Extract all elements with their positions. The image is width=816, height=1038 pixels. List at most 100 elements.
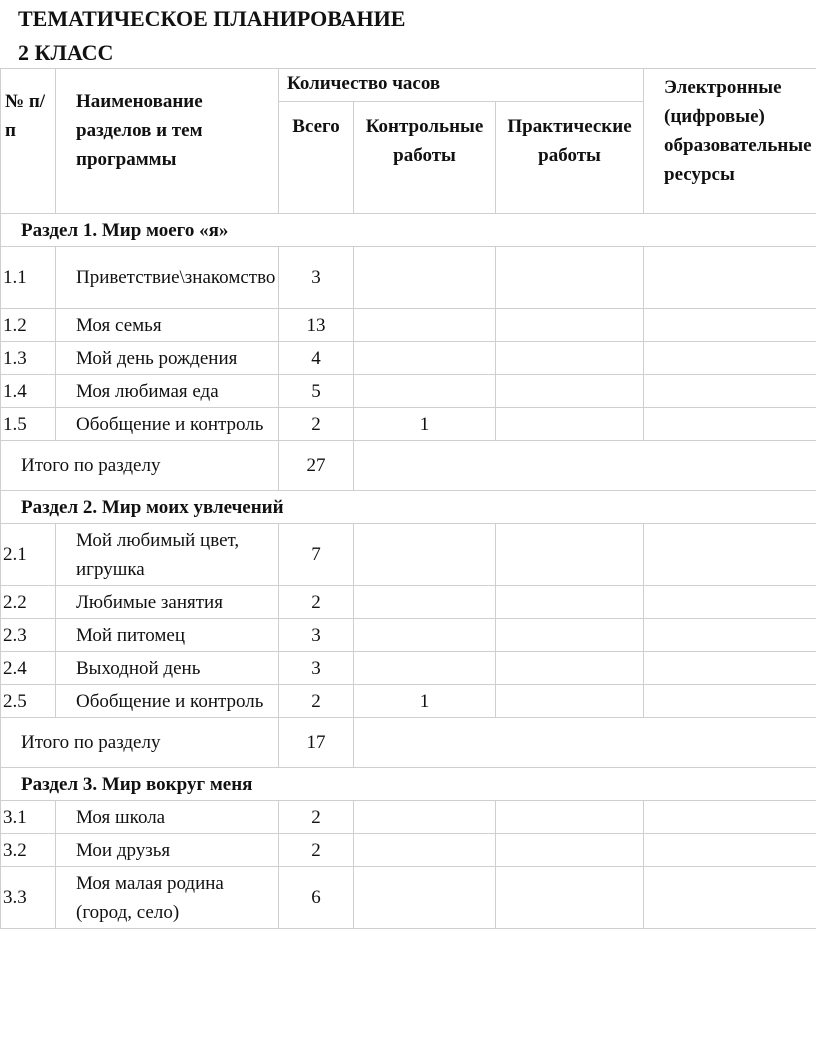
table-row: 2.3 Мой питомец 3 bbox=[0, 618, 816, 652]
row-name: Моя семья bbox=[55, 308, 279, 342]
row-resources bbox=[643, 246, 816, 309]
row-resources bbox=[643, 618, 816, 652]
row-total: 3 bbox=[278, 246, 354, 309]
row-control bbox=[353, 618, 496, 652]
planning-table: № п/п Наименование разделов и тем програ… bbox=[0, 68, 816, 929]
row-name: Мой любимый цвет, игрушка bbox=[55, 523, 279, 586]
row-num: 2.2 bbox=[0, 585, 56, 619]
row-control bbox=[353, 833, 496, 867]
row-name: Мой день рождения bbox=[55, 341, 279, 375]
row-resources bbox=[643, 523, 816, 586]
row-name: Приветствие\знакомство bbox=[55, 246, 279, 309]
row-control: 1 bbox=[353, 407, 496, 441]
row-practical bbox=[494, 684, 645, 718]
row-control bbox=[353, 374, 496, 408]
row-practical bbox=[494, 866, 645, 929]
header-name: Наименование разделов и тем программы bbox=[55, 68, 279, 214]
table-row: 3.3 Моя малая родина (город, село) 6 bbox=[0, 866, 816, 929]
row-practical bbox=[494, 800, 645, 834]
row-name: Мои друзья bbox=[55, 833, 279, 867]
row-name: Мой питомец bbox=[55, 618, 279, 652]
row-control: 1 bbox=[353, 684, 496, 718]
subtotal-value: 17 bbox=[278, 717, 354, 768]
row-practical bbox=[494, 374, 645, 408]
row-total: 6 bbox=[278, 866, 354, 929]
header-hours: Количество часов bbox=[277, 68, 645, 102]
row-name: Обобщение и контроль bbox=[55, 684, 279, 718]
section-title: Раздел 1. Мир моего «я» bbox=[0, 213, 816, 247]
subtotal-label: Итого по разделу bbox=[0, 717, 279, 768]
row-total: 3 bbox=[278, 651, 354, 685]
row-num: 3.2 bbox=[0, 833, 56, 867]
row-num: 2.5 bbox=[0, 684, 56, 718]
table-row: 2.4 Выходной день 3 bbox=[0, 651, 816, 685]
row-practical bbox=[494, 407, 645, 441]
header-control: Контрольные работы bbox=[353, 101, 496, 214]
row-control bbox=[353, 308, 496, 342]
row-num: 1.2 bbox=[0, 308, 56, 342]
row-control bbox=[353, 246, 496, 309]
row-resources bbox=[643, 651, 816, 685]
row-practical bbox=[494, 651, 645, 685]
subtotal-value: 27 bbox=[278, 440, 354, 491]
row-resources bbox=[643, 800, 816, 834]
subtotal-empty bbox=[352, 717, 816, 768]
row-total: 3 bbox=[278, 618, 354, 652]
subtotal-empty bbox=[352, 440, 816, 491]
title-line-1: ТЕМАТИЧЕСКОЕ ПЛАНИРОВАНИЕ bbox=[18, 6, 406, 31]
row-name: Выходной день bbox=[55, 651, 279, 685]
header-total: Всего bbox=[278, 101, 354, 214]
row-num: 1.4 bbox=[0, 374, 56, 408]
row-resources bbox=[643, 308, 816, 342]
row-control bbox=[353, 651, 496, 685]
row-num: 1.5 bbox=[0, 407, 56, 441]
section-title: Раздел 2. Мир моих увлечений bbox=[0, 490, 816, 524]
row-practical bbox=[494, 833, 645, 867]
table-row: 2.5 Обобщение и контроль 2 1 bbox=[0, 684, 816, 718]
row-num: 3.3 bbox=[0, 866, 56, 929]
header-num: № п/п bbox=[0, 68, 56, 214]
row-practical bbox=[494, 308, 645, 342]
row-practical bbox=[494, 618, 645, 652]
row-total: 5 bbox=[278, 374, 354, 408]
row-control bbox=[353, 585, 496, 619]
row-practical bbox=[494, 523, 645, 586]
section-title: Раздел 3. Мир вокруг меня bbox=[0, 767, 816, 801]
row-resources bbox=[643, 585, 816, 619]
row-num: 1.3 bbox=[0, 341, 56, 375]
row-resources bbox=[643, 866, 816, 929]
row-name: Моя малая родина (город, село) bbox=[55, 866, 279, 929]
row-total: 2 bbox=[278, 585, 354, 619]
row-total: 2 bbox=[278, 684, 354, 718]
row-resources bbox=[643, 833, 816, 867]
row-practical bbox=[494, 585, 645, 619]
row-resources bbox=[643, 407, 816, 441]
table-row: 1.1 Приветствие\знакомство 3 bbox=[0, 246, 816, 309]
row-practical bbox=[494, 246, 645, 309]
row-resources bbox=[643, 374, 816, 408]
row-num: 2.4 bbox=[0, 651, 56, 685]
page-title: ТЕМАТИЧЕСКОЕ ПЛАНИРОВАНИЕ 2 КЛАСС bbox=[18, 2, 405, 70]
table-row: 2.1 Мой любимый цвет, игрушка 7 bbox=[0, 523, 816, 586]
row-name: Любимые занятия bbox=[55, 585, 279, 619]
row-num: 3.1 bbox=[0, 800, 56, 834]
subtotal-label: Итого по разделу bbox=[0, 440, 279, 491]
title-line-2: 2 КЛАСС bbox=[18, 40, 114, 65]
row-num: 2.1 bbox=[0, 523, 56, 586]
row-name: Обобщение и контроль bbox=[55, 407, 279, 441]
row-total: 2 bbox=[278, 407, 354, 441]
row-control bbox=[353, 341, 496, 375]
row-num: 1.1 bbox=[0, 246, 56, 309]
row-resources bbox=[643, 684, 816, 718]
header-resources: Электронные (цифровые) образовательные р… bbox=[643, 68, 816, 214]
row-practical bbox=[494, 341, 645, 375]
table-row: 1.3 Мой день рождения 4 bbox=[0, 341, 816, 375]
row-control bbox=[353, 800, 496, 834]
row-num: 2.3 bbox=[0, 618, 56, 652]
row-control bbox=[353, 866, 496, 929]
row-total: 7 bbox=[278, 523, 354, 586]
table-row: 3.1 Моя школа 2 bbox=[0, 800, 816, 834]
table-row: 1.4 Моя любимая еда 5 bbox=[0, 374, 816, 408]
header-practical: Практические работы bbox=[494, 101, 645, 214]
row-name: Моя школа bbox=[55, 800, 279, 834]
